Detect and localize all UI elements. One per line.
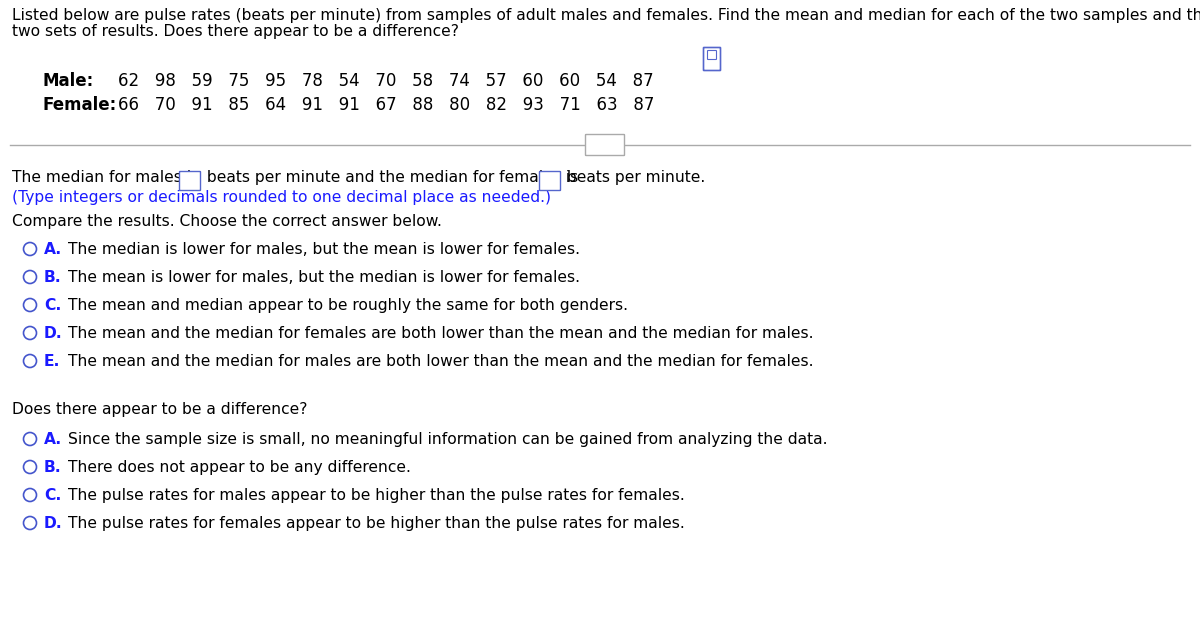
FancyBboxPatch shape	[708, 50, 716, 59]
Text: The mean and the median for males are both lower than the mean and the median fo: The mean and the median for males are bo…	[68, 354, 814, 369]
Text: The pulse rates for males appear to be higher than the pulse rates for females.: The pulse rates for males appear to be h…	[68, 488, 685, 503]
Text: C.: C.	[44, 298, 61, 313]
Text: D.: D.	[44, 326, 62, 341]
Text: beats per minute.: beats per minute.	[562, 170, 706, 185]
Text: two sets of results. Does there appear to be a difference?: two sets of results. Does there appear t…	[12, 24, 458, 39]
Text: E.: E.	[44, 354, 60, 369]
Text: Since the sample size is small, no meaningful information can be gained from ana: Since the sample size is small, no meani…	[68, 432, 828, 447]
Text: beats per minute and the median for females is: beats per minute and the median for fema…	[202, 170, 583, 185]
FancyBboxPatch shape	[703, 48, 720, 71]
Text: 62   98   59   75   95   78   54   70   58   74   57   60   60   54   87: 62 98 59 75 95 78 54 70 58 74 57 60 60 5…	[118, 72, 654, 90]
FancyBboxPatch shape	[540, 171, 560, 190]
Text: ...: ...	[600, 141, 611, 151]
Text: The mean and median appear to be roughly the same for both genders.: The mean and median appear to be roughly…	[68, 298, 628, 313]
Text: The median is lower for males, but the mean is lower for females.: The median is lower for males, but the m…	[68, 242, 580, 257]
Text: A.: A.	[44, 242, 62, 257]
Text: There does not appear to be any difference.: There does not appear to be any differen…	[68, 460, 410, 475]
Text: Does there appear to be a difference?: Does there appear to be a difference?	[12, 402, 307, 417]
Text: Compare the results. Choose the correct answer below.: Compare the results. Choose the correct …	[12, 214, 442, 229]
Text: B.: B.	[44, 270, 61, 285]
Text: The mean is lower for males, but the median is lower for females.: The mean is lower for males, but the med…	[68, 270, 580, 285]
Text: Listed below are pulse rates (beats per minute) from samples of adult males and : Listed below are pulse rates (beats per …	[12, 8, 1200, 23]
Text: B.: B.	[44, 460, 61, 475]
Text: The pulse rates for females appear to be higher than the pulse rates for males.: The pulse rates for females appear to be…	[68, 516, 685, 531]
Text: (Type integers or decimals rounded to one decimal place as needed.): (Type integers or decimals rounded to on…	[12, 190, 551, 205]
Text: D.: D.	[44, 516, 62, 531]
Text: A.: A.	[44, 432, 62, 447]
Text: Male:: Male:	[42, 72, 94, 90]
Text: Female:: Female:	[42, 96, 116, 114]
FancyBboxPatch shape	[180, 171, 200, 190]
Text: The mean and the median for females are both lower than the mean and the median : The mean and the median for females are …	[68, 326, 814, 341]
FancyBboxPatch shape	[586, 134, 624, 155]
Text: 66   70   91   85   64   91   91   67   88   80   82   93   71   63   87: 66 70 91 85 64 91 91 67 88 80 82 93 71 6…	[118, 96, 654, 114]
Text: The median for males is: The median for males is	[12, 170, 204, 185]
Text: C.: C.	[44, 488, 61, 503]
